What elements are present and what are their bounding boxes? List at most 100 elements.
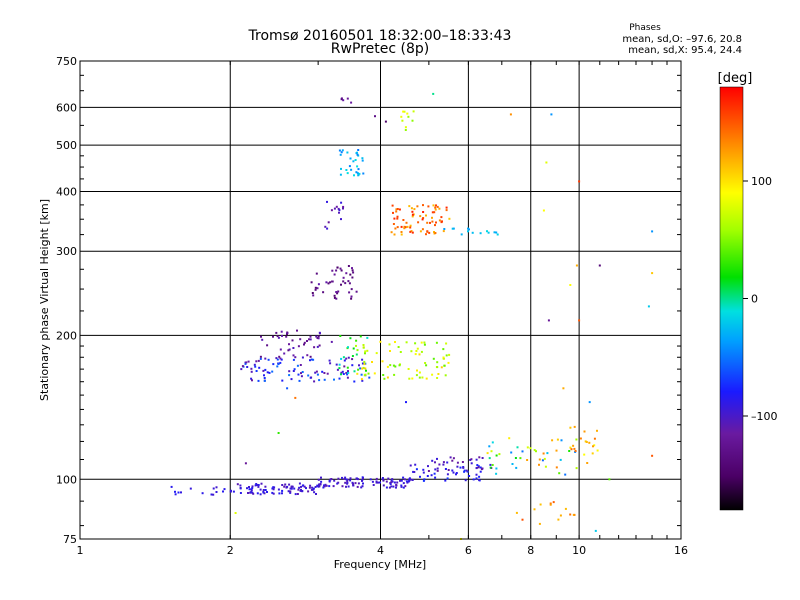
data-point — [477, 466, 480, 469]
data-point — [449, 456, 452, 459]
data-point — [382, 484, 385, 487]
data-point — [347, 372, 350, 374]
data-point — [340, 269, 343, 272]
data-point — [285, 486, 288, 489]
data-point — [423, 478, 426, 481]
data-point — [390, 231, 393, 234]
data-point — [309, 338, 312, 341]
data-point — [263, 374, 265, 377]
data-point — [353, 174, 355, 177]
data-point — [368, 376, 371, 379]
data-point — [336, 482, 339, 485]
data-point — [386, 376, 389, 379]
data-point — [425, 377, 428, 380]
data-point — [442, 348, 445, 351]
data-point — [330, 209, 333, 212]
data-point — [346, 376, 349, 379]
colorbar-label: [deg] — [718, 71, 753, 86]
data-point — [411, 210, 414, 213]
data-point — [343, 359, 346, 362]
data-point — [355, 152, 358, 155]
data-point — [562, 387, 565, 390]
data-point — [299, 489, 302, 492]
data-point — [180, 491, 182, 494]
data-point — [248, 486, 250, 488]
data-point — [271, 491, 274, 494]
data-point — [303, 341, 306, 344]
data-point — [434, 206, 437, 209]
data-point — [344, 481, 347, 484]
data-point — [283, 485, 286, 488]
x-tick-label: 1 — [77, 544, 84, 557]
data-point — [415, 468, 418, 471]
colorbar-ticks: 100 0 –100 — [743, 175, 778, 423]
data-point — [357, 174, 360, 177]
data-point — [424, 362, 427, 364]
data-point — [247, 360, 250, 363]
data-point — [351, 355, 354, 357]
data-point — [347, 346, 349, 349]
y-tick-label: 400 — [56, 185, 77, 198]
data-point — [418, 376, 421, 379]
data-point — [451, 459, 454, 462]
data-point — [278, 492, 281, 495]
data-point — [328, 485, 331, 488]
data-point — [360, 373, 363, 376]
data-point — [314, 286, 317, 289]
data-point — [355, 477, 358, 480]
data-points — [170, 92, 654, 540]
data-point — [316, 287, 319, 290]
data-point — [358, 172, 361, 175]
data-point — [268, 371, 271, 374]
data-point — [283, 352, 286, 355]
data-point — [273, 486, 276, 489]
data-point — [361, 478, 364, 481]
data-point — [345, 372, 348, 374]
data-point — [361, 379, 364, 382]
data-point — [375, 480, 378, 483]
data-point — [342, 207, 344, 210]
data-point — [308, 486, 311, 489]
data-point — [488, 457, 491, 460]
data-point — [526, 459, 529, 461]
data-point — [346, 480, 349, 483]
data-point — [279, 361, 282, 364]
data-point — [279, 357, 282, 360]
data-point — [410, 230, 413, 233]
data-point — [432, 204, 435, 207]
data-point — [396, 208, 399, 210]
data-point — [556, 438, 559, 441]
data-point — [260, 335, 262, 338]
data-point — [374, 115, 376, 118]
data-point — [400, 115, 403, 118]
data-point — [335, 363, 338, 366]
data-point — [319, 483, 322, 486]
data-point — [359, 335, 362, 338]
data-point — [549, 503, 552, 506]
data-point — [568, 450, 571, 452]
data-point — [352, 271, 355, 274]
data-point — [434, 208, 437, 211]
data-point — [264, 368, 267, 371]
data-point — [342, 373, 345, 375]
data-point — [350, 168, 353, 171]
data-point — [341, 370, 344, 373]
data-point — [444, 374, 447, 377]
data-point — [406, 225, 409, 228]
data-point — [236, 483, 239, 486]
data-point — [317, 283, 320, 286]
data-point — [594, 529, 597, 532]
data-point — [415, 350, 418, 352]
data-point — [399, 351, 402, 353]
data-point — [444, 468, 447, 470]
data-point — [363, 360, 366, 363]
data-point — [284, 483, 287, 486]
data-point — [440, 216, 443, 219]
data-point — [189, 487, 192, 490]
data-point — [377, 481, 380, 484]
data-point — [323, 372, 326, 374]
data-point — [281, 334, 283, 337]
data-point — [248, 488, 251, 491]
data-point — [347, 265, 350, 267]
